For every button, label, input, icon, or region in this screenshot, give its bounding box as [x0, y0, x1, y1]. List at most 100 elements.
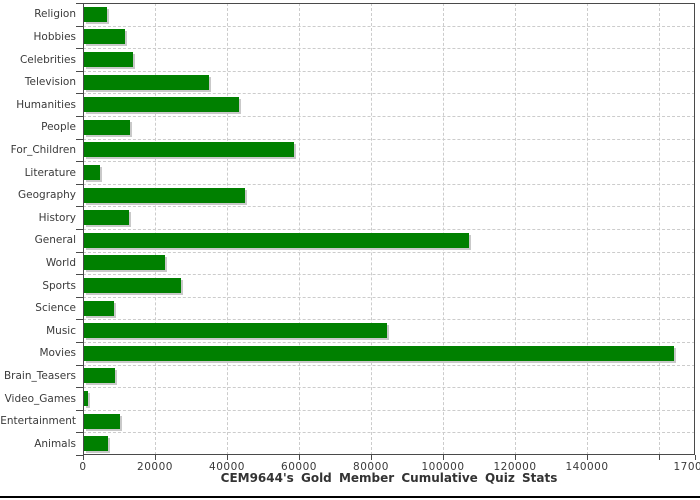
category-label: People	[41, 121, 76, 134]
bar-geography	[84, 187, 245, 203]
bar-world	[84, 255, 165, 271]
y-axis-tick	[76, 342, 83, 343]
gridline-horizontal	[83, 161, 695, 163]
gridline-horizontal	[83, 48, 695, 50]
x-tick-label: 20000	[137, 461, 173, 473]
x-axis-tick	[299, 455, 300, 460]
y-axis-tick	[76, 71, 83, 72]
bar-music	[84, 323, 388, 339]
bar-sports	[84, 278, 181, 293]
category-label: Entertainment	[0, 415, 76, 428]
bar-people	[84, 119, 131, 135]
gridline-horizontal	[83, 206, 695, 208]
category-label: Music	[46, 324, 76, 337]
gridline-horizontal	[83, 274, 695, 276]
y-axis-tick	[76, 161, 83, 162]
bar-television	[84, 74, 209, 90]
bar-animals	[84, 436, 109, 452]
bar-celebrities	[84, 52, 133, 67]
y-axis-tick	[76, 3, 83, 4]
y-axis-tick	[76, 455, 83, 456]
y-axis-tick	[76, 26, 83, 27]
gridline-horizontal	[83, 342, 695, 343]
category-label: Brain_Teasers	[3, 369, 76, 382]
x-axis-tick	[227, 455, 228, 460]
gridline-horizontal	[83, 296, 695, 298]
x-axis-tick	[371, 455, 372, 460]
y-axis-tick	[76, 116, 83, 117]
y-axis-tick	[76, 410, 83, 411]
gridline-horizontal	[83, 409, 695, 411]
x-axis-tick	[83, 455, 84, 460]
y-axis-tick	[76, 184, 83, 185]
y-axis-tick	[76, 319, 83, 320]
x-tick-label: 170000	[673, 461, 700, 473]
chart-title: CEM9644's Gold Member Cumulative Quiz St…	[220, 471, 558, 485]
category-label: Religion	[34, 8, 76, 21]
x-tick-label: 100000	[421, 461, 465, 473]
gridline-horizontal	[83, 25, 695, 27]
category-label: World	[45, 256, 76, 269]
y-axis-tick	[76, 48, 83, 49]
gridline-horizontal	[83, 364, 695, 366]
category-label: Television	[24, 76, 76, 89]
bar-entertainment	[84, 413, 120, 429]
gridline-horizontal	[83, 183, 695, 185]
bar-movies	[84, 345, 675, 361]
category-label: Movies	[39, 347, 76, 360]
bar-brain_teasers	[84, 368, 116, 384]
x-axis-tick	[587, 455, 588, 460]
x-axis-tick	[155, 455, 156, 460]
plot-area-border	[83, 3, 695, 455]
y-axis-tick	[76, 274, 83, 275]
category-label: Hobbies	[33, 30, 77, 43]
y-axis-tick	[76, 432, 83, 433]
category-label: Humanities	[16, 98, 76, 111]
x-axis-tick	[659, 455, 660, 460]
y-axis-tick	[76, 365, 83, 366]
gridline-horizontal	[83, 387, 695, 389]
bar-history	[84, 210, 130, 226]
x-tick-label: 120000	[493, 461, 537, 473]
bar-science	[84, 300, 115, 316]
x-tick-label: 0	[79, 461, 87, 473]
category-label: Celebrities	[19, 53, 76, 66]
category-label: Literature	[24, 166, 76, 179]
x-tick-label: 60000	[281, 461, 317, 473]
category-label: Science	[35, 302, 76, 315]
gridline-horizontal	[83, 432, 695, 434]
gridline-horizontal	[83, 251, 695, 253]
bar-general	[84, 232, 470, 248]
bar-hobbies	[84, 29, 126, 45]
x-axis-tick	[443, 455, 444, 460]
category-label: For_Children	[10, 143, 76, 156]
y-axis-tick	[76, 93, 83, 94]
bar-humanities	[84, 97, 240, 113]
gridline-horizontal	[83, 70, 695, 72]
y-axis-tick	[76, 387, 83, 388]
gridline-horizontal	[83, 138, 695, 140]
gridline-horizontal	[83, 116, 695, 117]
x-axis-tick	[515, 455, 516, 460]
y-axis-tick	[76, 139, 83, 140]
x-tick-label: 140000	[565, 461, 609, 473]
y-axis-tick	[76, 297, 83, 298]
bar-religion	[84, 6, 108, 22]
y-axis-tick	[76, 252, 83, 253]
x-tick-label: 80000	[353, 461, 389, 473]
bar-for_children	[84, 142, 295, 158]
gridline-horizontal	[83, 319, 695, 321]
bottom-divider	[0, 496, 700, 498]
bar-literature	[84, 165, 100, 180]
x-tick-label: 40000	[209, 461, 245, 473]
y-axis-tick	[76, 206, 83, 207]
category-label: Geography	[18, 189, 76, 202]
category-label: General	[34, 234, 76, 247]
bar-video_games	[84, 391, 88, 406]
category-label: History	[38, 211, 76, 224]
category-label: Video_Games	[4, 392, 76, 405]
gridline-horizontal	[83, 229, 695, 230]
x-axis-tick	[695, 455, 696, 460]
category-label: Sports	[42, 279, 76, 292]
